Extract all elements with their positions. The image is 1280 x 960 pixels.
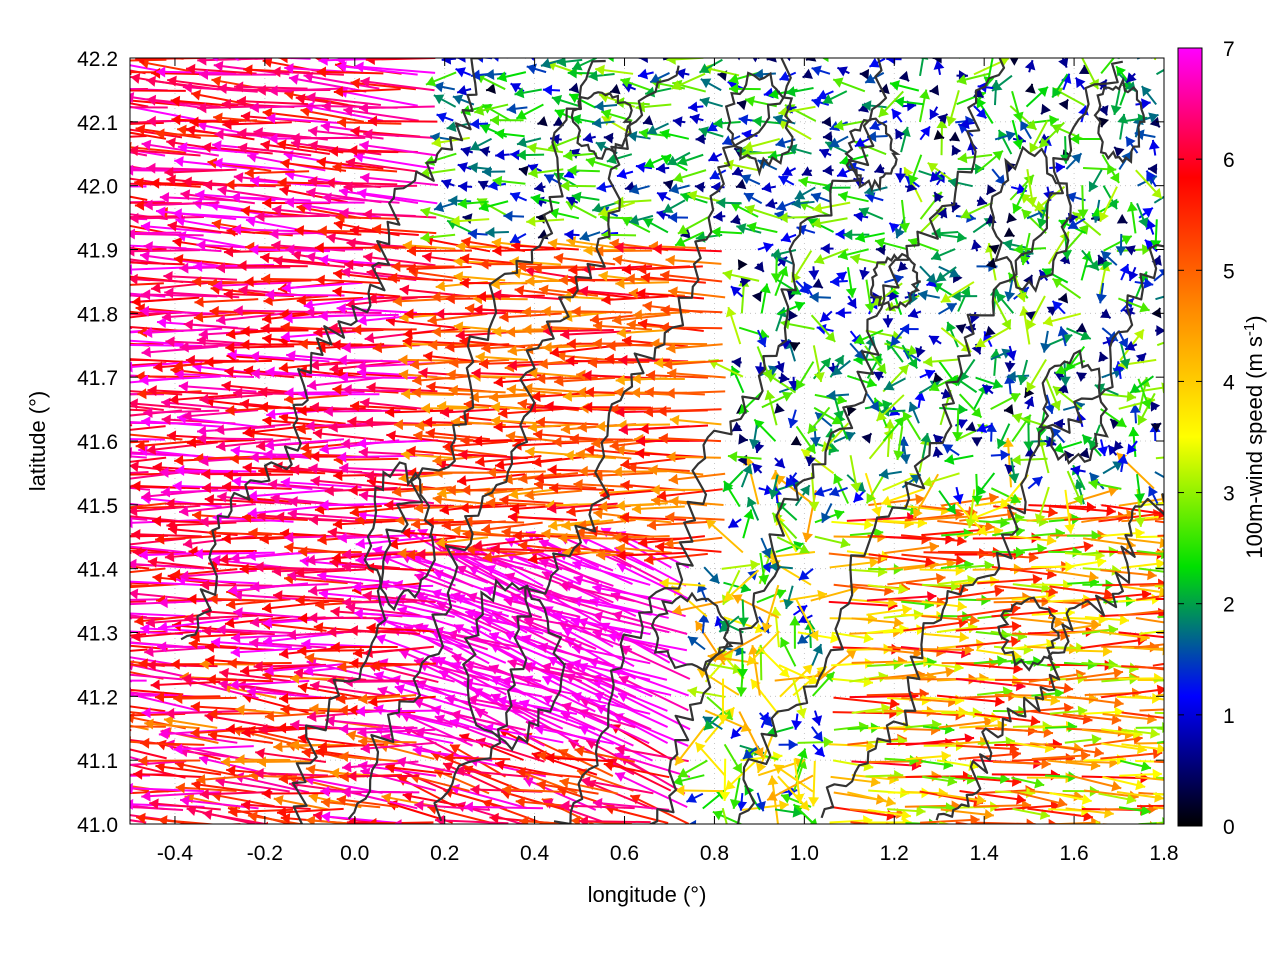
x-tick-label: 0.6: [610, 842, 639, 865]
colorbar-tick-label: 0: [1223, 816, 1235, 839]
x-tick-label: 1.4: [970, 842, 1000, 865]
colorbar-tick-label: 6: [1223, 149, 1235, 172]
y-tick-label: 41.7: [77, 367, 118, 390]
y-tick-label: 42.2: [77, 48, 118, 71]
y-tick-label: 41.4: [77, 559, 118, 582]
colorbar-tick-label: 7: [1223, 38, 1235, 61]
colorbar-label-main: 100m-wind speed (m s: [1242, 336, 1267, 559]
y-tick-label: 41.9: [77, 240, 118, 263]
colorbar-label: 100m-wind speed (m s-1): [1241, 315, 1267, 558]
colorbar-label-end: ): [1242, 315, 1267, 322]
colorbar-label-superscript: -1: [1241, 323, 1258, 336]
colorbar-tick-label: 5: [1223, 260, 1235, 283]
y-tick-label: 41.5: [77, 495, 118, 518]
x-tick-label: -0.4: [157, 842, 194, 865]
x-tick-label: 0.4: [520, 842, 550, 865]
y-tick-label: 41.8: [77, 303, 118, 326]
colorbar-tick-label: 3: [1223, 483, 1235, 506]
x-tick-label: 0.0: [340, 842, 369, 865]
colorbar-gradient: [1178, 48, 1202, 826]
y-tick-label: 41.0: [77, 814, 118, 837]
x-tick-label: -0.2: [247, 842, 283, 865]
x-tick-label: 1.6: [1059, 842, 1088, 865]
colorbar-tick-label: 1: [1223, 705, 1235, 728]
y-tick-label: 41.1: [77, 750, 118, 773]
x-tick-label: 1.0: [790, 842, 819, 865]
x-tick-label: 0.8: [700, 842, 729, 865]
colorbar-tick-label: 4: [1223, 371, 1235, 394]
y-axis-label: latitude (°): [25, 391, 50, 492]
y-tick-label: 42.1: [77, 112, 118, 135]
y-tick-label: 41.3: [77, 623, 118, 646]
x-axis-label: longitude (°): [588, 882, 707, 907]
x-tick-label: 0.2: [430, 842, 459, 865]
x-tick-label: 1.8: [1149, 842, 1178, 865]
y-tick-label: 41.2: [77, 686, 118, 709]
y-tick-label: 42.0: [77, 176, 118, 199]
y-tick-label: 41.6: [77, 431, 118, 454]
colorbar-tick-label: 2: [1223, 594, 1235, 617]
x-tick-label: 1.2: [880, 842, 909, 865]
